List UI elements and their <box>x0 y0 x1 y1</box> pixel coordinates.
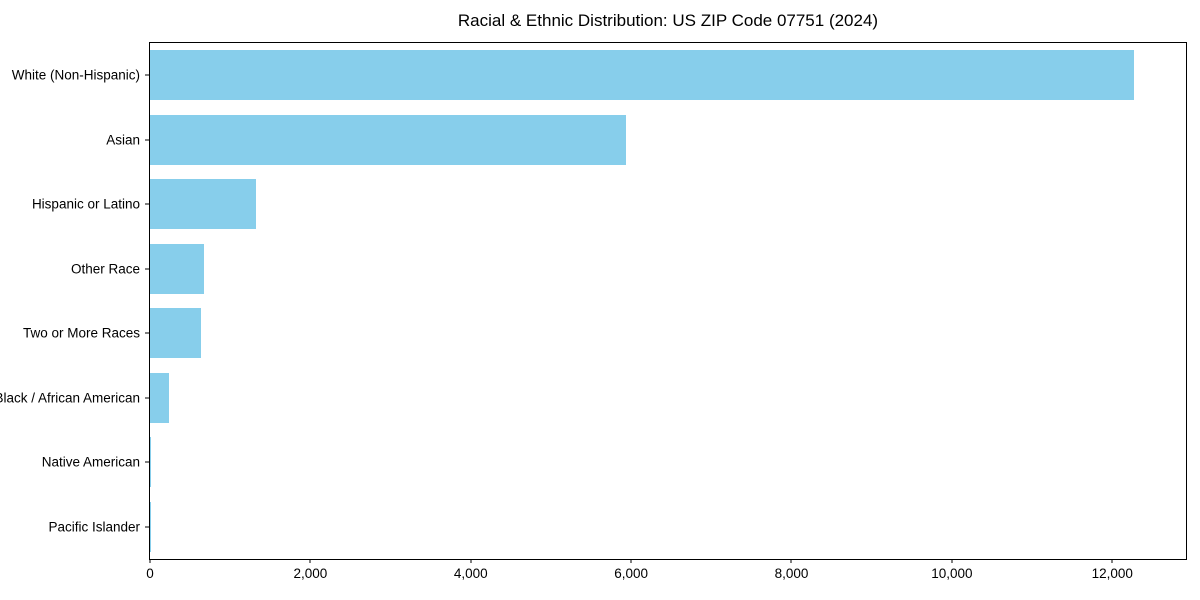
y-tick-mark <box>145 203 149 205</box>
x-tick-mark <box>1111 559 1113 563</box>
bar <box>150 50 1134 101</box>
chart-title: Racial & Ethnic Distribution: US ZIP Cod… <box>457 11 879 30</box>
y-tick-label: Asian <box>106 132 140 148</box>
y-tick-label: Two or More Races <box>22 325 140 341</box>
x-tick-mark <box>951 559 953 563</box>
chart-row: Other Race <box>71 237 1186 302</box>
bar <box>150 308 202 359</box>
bar <box>150 437 152 488</box>
x-tick-label: 4,000 <box>453 566 488 581</box>
x-tick-label: 6,000 <box>614 566 649 581</box>
y-tick-label: White (Non-Hispanic) <box>11 67 140 83</box>
chart-row: Native American <box>42 430 1186 495</box>
x-tick-mark <box>309 559 311 563</box>
x-tick-label: 2,000 <box>293 566 328 581</box>
y-tick-mark <box>145 139 149 141</box>
x-tick-mark <box>149 559 151 563</box>
x-tick-mark <box>790 559 792 563</box>
x-tick-mark <box>470 559 472 563</box>
bar <box>150 114 626 165</box>
plot-area: White (Non-Hispanic) Asian Hispanic or Lat… <box>0 42 1187 581</box>
x-tick-label: 10,000 <box>931 566 973 581</box>
y-tick-mark <box>145 332 149 334</box>
bar <box>150 243 204 294</box>
bars-container: White (Non-Hispanic) Asian Hispanic or Lat… <box>0 43 1186 560</box>
chart-row: Two or More Races <box>23 301 1186 366</box>
chart-row: Pacific Islander <box>48 495 1186 560</box>
chart-row: Black / African American <box>0 366 1186 431</box>
chart-row: White (Non-Hispanic) <box>12 43 1186 108</box>
x-tick-mark <box>630 559 632 563</box>
y-tick-label: Black / African American <box>0 390 140 406</box>
y-tick-mark <box>145 74 149 76</box>
y-tick-label: Hispanic or Latino <box>31 196 140 212</box>
y-tick-label: Native American <box>41 454 140 470</box>
bar <box>150 179 256 230</box>
y-tick-mark <box>145 461 149 463</box>
y-tick-label: Other Race <box>70 261 140 277</box>
x-tick-label: 12,000 <box>1091 566 1133 581</box>
chart-row: Hispanic or Latino <box>32 172 1186 237</box>
x-tick-label: 8,000 <box>774 566 809 581</box>
y-tick-mark <box>145 268 149 270</box>
chart-row: Asian <box>106 108 1186 173</box>
bar <box>150 372 169 423</box>
y-tick-mark <box>145 526 149 528</box>
x-tick-label: 0 <box>146 566 154 581</box>
y-tick-label: Pacific Islander <box>48 519 140 535</box>
y-tick-mark <box>145 397 149 399</box>
bar <box>150 501 151 552</box>
